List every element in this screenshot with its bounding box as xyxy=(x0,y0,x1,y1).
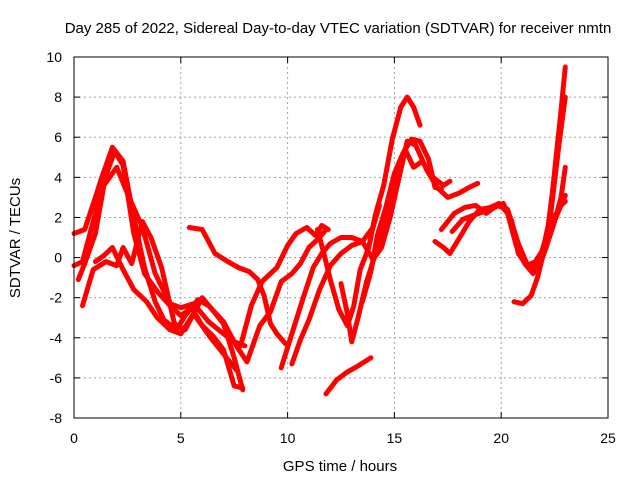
axis-ticks xyxy=(73,56,609,419)
series-s1 xyxy=(71,144,329,365)
x-tick-label: 20 xyxy=(493,430,509,446)
x-tick-label: 10 xyxy=(280,430,296,446)
y-tick-label: 0 xyxy=(54,250,62,266)
x-axis-tick-labels: 0 5 10 15 20 25 xyxy=(70,430,616,446)
y-axis-label: SDTVAR / TECUs xyxy=(7,178,24,298)
series-s8 xyxy=(278,202,382,371)
y-tick-label: 4 xyxy=(54,169,62,185)
y-tick-label: 6 xyxy=(54,129,62,145)
data-series xyxy=(71,64,568,397)
series-s11 xyxy=(323,355,374,397)
series-s13 xyxy=(359,136,444,305)
y-tick-label: -4 xyxy=(50,330,63,346)
series-s10 xyxy=(315,94,423,329)
y-tick-label: -8 xyxy=(50,410,63,426)
series-s16 xyxy=(432,164,568,277)
x-axis-label: GPS time / hours xyxy=(283,458,397,475)
series-s9 xyxy=(289,138,481,367)
y-tick-label: -2 xyxy=(50,290,63,306)
series-s3 xyxy=(75,164,248,349)
series-s5 xyxy=(92,245,239,373)
y-tick-label: -6 xyxy=(50,370,63,386)
chart-title: Day 285 of 2022, Sidereal Day-to-day VTE… xyxy=(65,20,612,37)
x-tick-label: 25 xyxy=(600,430,616,446)
plot-frame xyxy=(73,56,609,419)
y-tick-label: 2 xyxy=(54,209,62,225)
series-s4 xyxy=(80,219,246,393)
y-tick-label: 8 xyxy=(54,89,62,105)
y-tick-label: 10 xyxy=(46,49,62,65)
series-s18 xyxy=(530,64,568,275)
x-tick-label: 5 xyxy=(177,430,185,446)
x-tick-label: 15 xyxy=(387,430,403,446)
series-s6 xyxy=(186,225,288,347)
y-axis-tick-labels: -8 -6 -4 -2 0 2 4 6 8 10 xyxy=(46,49,62,426)
x-tick-label: 0 xyxy=(70,430,78,446)
